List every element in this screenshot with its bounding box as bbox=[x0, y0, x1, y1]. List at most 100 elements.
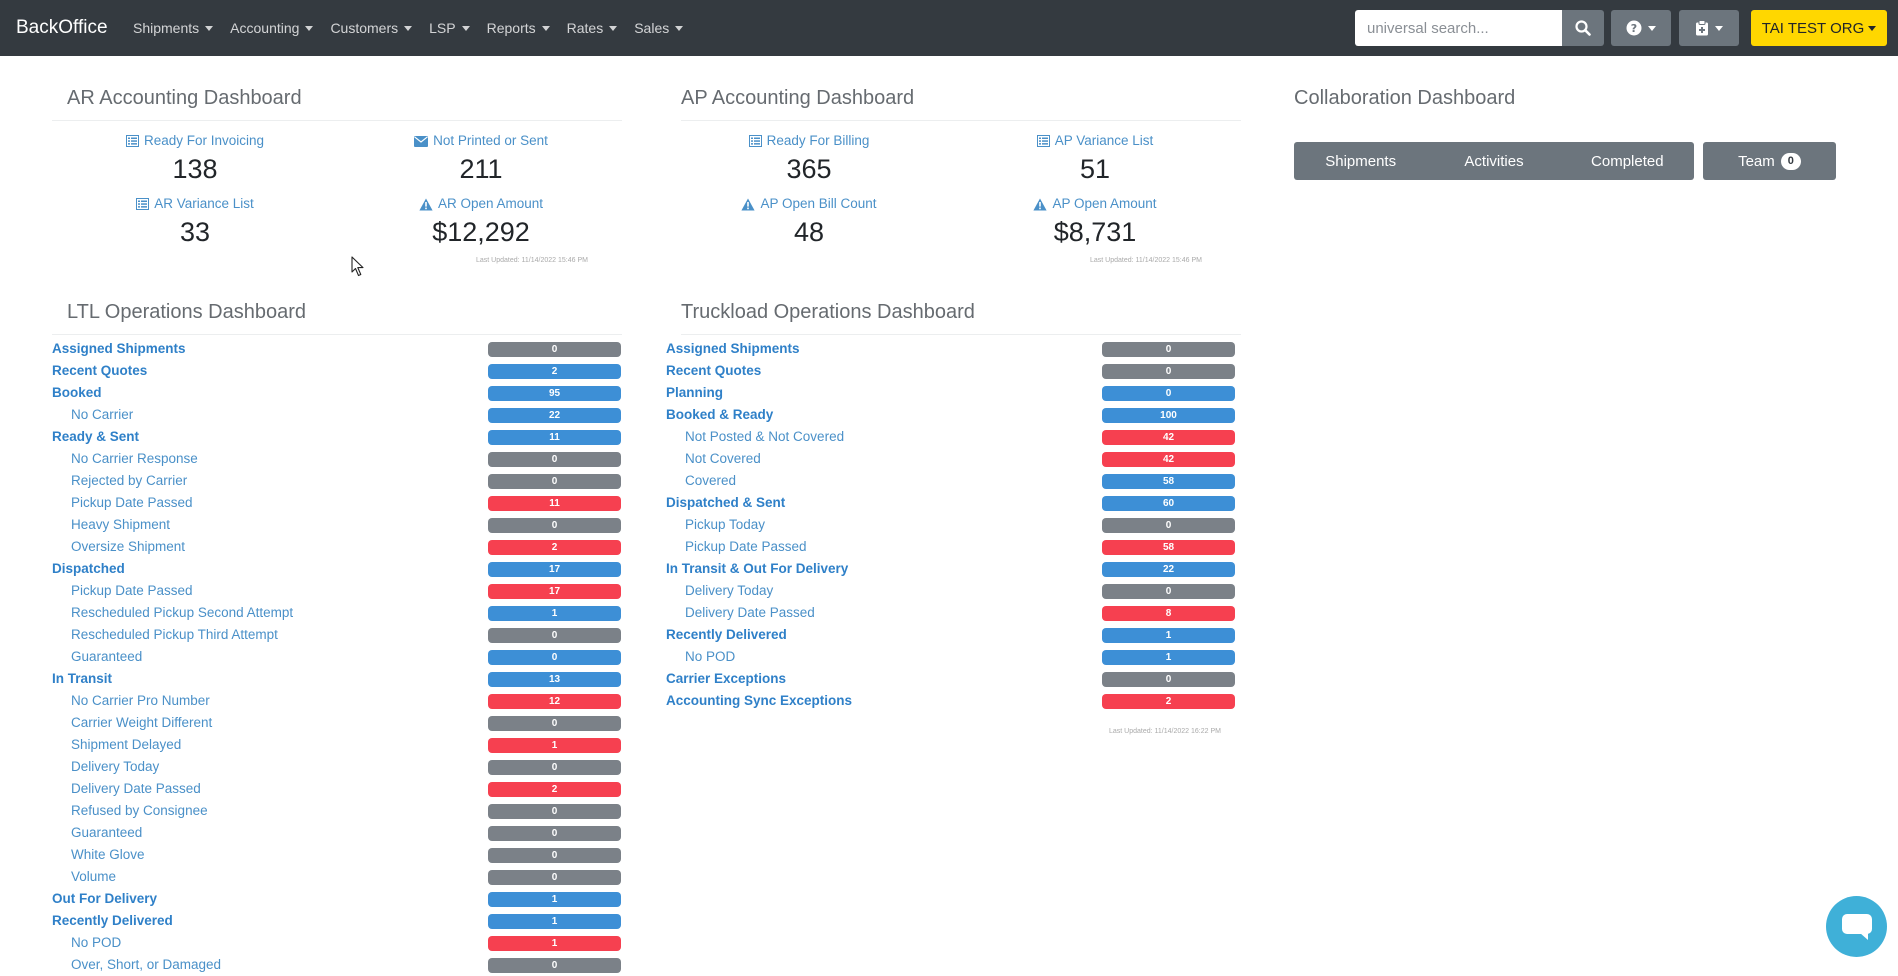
tl-row-count-badge[interactable]: 0 bbox=[1102, 584, 1235, 599]
ltl-row-label[interactable]: Rescheduled Pickup Third Attempt bbox=[71, 627, 278, 642]
menu-shipments[interactable]: Shipments bbox=[133, 19, 214, 37]
ltl-row-count-badge[interactable]: 2 bbox=[488, 540, 621, 555]
tl-row-count-badge[interactable]: 1 bbox=[1102, 628, 1235, 643]
chat-button[interactable] bbox=[1826, 896, 1887, 957]
ltl-row-label[interactable]: Out For Delivery bbox=[52, 891, 158, 906]
ltl-row-label[interactable]: No Carrier Pro Number bbox=[71, 693, 210, 708]
tl-row-label[interactable]: Covered bbox=[685, 473, 737, 488]
ltl-row-count-badge[interactable]: 1 bbox=[488, 606, 621, 621]
tl-row-label[interactable]: In Transit & Out For Delivery bbox=[666, 561, 849, 576]
ltl-row-label[interactable]: Assigned Shipments bbox=[52, 341, 186, 356]
tl-row-label[interactable]: No POD bbox=[685, 649, 736, 664]
tl-row-count-badge[interactable]: 58 bbox=[1102, 540, 1235, 555]
menu-accounting[interactable]: Accounting bbox=[230, 19, 314, 37]
menu-customers[interactable]: Customers bbox=[330, 19, 413, 37]
ltl-row-count-badge[interactable]: 0 bbox=[488, 716, 621, 731]
tl-row-count-badge[interactable]: 42 bbox=[1102, 452, 1235, 467]
help-dropdown-button[interactable]: ? bbox=[1611, 10, 1671, 46]
ap-variance-list-link[interactable]: AP Variance List bbox=[995, 133, 1195, 149]
tab-activities[interactable]: Activities bbox=[1464, 152, 1524, 170]
brand-logo[interactable]: BackOffice bbox=[16, 17, 108, 38]
tl-row-label[interactable]: Pickup Date Passed bbox=[685, 539, 807, 554]
tab-team[interactable]: Team 0 bbox=[1703, 142, 1836, 180]
ltl-row-label[interactable]: Recently Delivered bbox=[52, 913, 173, 928]
ltl-row-count-badge[interactable]: 0 bbox=[488, 826, 621, 841]
menu-lsp[interactable]: LSP bbox=[429, 19, 470, 37]
tl-row-count-badge[interactable]: 58 bbox=[1102, 474, 1235, 489]
ltl-row-count-badge[interactable]: 0 bbox=[488, 958, 621, 973]
clipboard-dropdown-button[interactable] bbox=[1679, 10, 1739, 46]
ltl-row-label[interactable]: Refused by Consignee bbox=[71, 803, 208, 818]
tl-row-label[interactable]: Pickup Today bbox=[685, 517, 766, 532]
ltl-row-label[interactable]: Rejected by Carrier bbox=[71, 473, 188, 488]
tl-row-count-badge[interactable]: 2 bbox=[1102, 694, 1235, 709]
ar-open-amount-link[interactable]: AR Open Amount bbox=[381, 196, 581, 212]
ltl-row-count-badge[interactable]: 11 bbox=[488, 496, 621, 511]
ltl-row-count-badge[interactable]: 0 bbox=[488, 342, 621, 357]
ltl-row-label[interactable]: Carrier Weight Different bbox=[71, 715, 213, 730]
tl-row-count-badge[interactable]: 0 bbox=[1102, 518, 1235, 533]
ltl-row-label[interactable]: Recent Quotes bbox=[52, 363, 148, 378]
ltl-row-label[interactable]: White Glove bbox=[71, 847, 145, 862]
ltl-row-count-badge[interactable]: 0 bbox=[488, 760, 621, 775]
tl-row-label[interactable]: Not Covered bbox=[685, 451, 761, 466]
tl-row-label[interactable]: Assigned Shipments bbox=[666, 341, 800, 356]
tl-row-count-badge[interactable]: 0 bbox=[1102, 342, 1235, 357]
ltl-row-count-badge[interactable]: 17 bbox=[488, 584, 621, 599]
ltl-row-label[interactable]: Ready & Sent bbox=[52, 429, 140, 444]
menu-rates[interactable]: Rates bbox=[567, 19, 618, 37]
tl-row-label[interactable]: Not Posted & Not Covered bbox=[685, 429, 845, 444]
ltl-row-label[interactable]: Volume bbox=[71, 869, 117, 884]
universal-search-input[interactable] bbox=[1355, 10, 1562, 46]
ap-ready-for-billing-link[interactable]: Ready For Billing bbox=[709, 133, 909, 149]
tl-row-count-badge[interactable]: 100 bbox=[1102, 408, 1235, 423]
ltl-row-count-badge[interactable]: 13 bbox=[488, 672, 621, 687]
tl-row-label[interactable]: Recent Quotes bbox=[666, 363, 762, 378]
tl-row-count-badge[interactable]: 0 bbox=[1102, 386, 1235, 401]
tl-row-count-badge[interactable]: 0 bbox=[1102, 672, 1235, 687]
tl-row-count-badge[interactable]: 60 bbox=[1102, 496, 1235, 511]
ltl-row-count-badge[interactable]: 22 bbox=[488, 408, 621, 423]
ltl-row-label[interactable]: Rescheduled Pickup Second Attempt bbox=[71, 605, 294, 620]
tl-row-label[interactable]: Delivery Date Passed bbox=[685, 605, 815, 620]
tl-row-count-badge[interactable]: 1 bbox=[1102, 650, 1235, 665]
tl-row-label[interactable]: Planning bbox=[666, 385, 723, 400]
tl-row-label[interactable]: Delivery Today bbox=[685, 583, 774, 598]
ltl-row-label[interactable]: Shipment Delayed bbox=[71, 737, 182, 752]
ltl-row-label[interactable]: Pickup Date Passed bbox=[71, 583, 193, 598]
ltl-row-label[interactable]: Delivery Today bbox=[71, 759, 160, 774]
ltl-row-label[interactable]: Booked bbox=[52, 385, 102, 400]
ltl-row-count-badge[interactable]: 0 bbox=[488, 848, 621, 863]
ltl-row-count-badge[interactable]: 1 bbox=[488, 914, 621, 929]
ltl-row-count-badge[interactable]: 0 bbox=[488, 474, 621, 489]
ltl-row-count-badge[interactable]: 0 bbox=[488, 870, 621, 885]
ltl-row-count-badge[interactable]: 0 bbox=[488, 518, 621, 533]
ltl-row-count-badge[interactable]: 95 bbox=[488, 386, 621, 401]
tl-row-label[interactable]: Accounting Sync Exceptions bbox=[666, 693, 853, 708]
ar-ready-for-invoicing-link[interactable]: Ready For Invoicing bbox=[95, 133, 295, 149]
tl-row-count-badge[interactable]: 22 bbox=[1102, 562, 1235, 577]
ltl-row-count-badge[interactable]: 1 bbox=[488, 892, 621, 907]
ltl-row-count-badge[interactable]: 2 bbox=[488, 782, 621, 797]
ltl-row-count-badge[interactable]: 0 bbox=[488, 650, 621, 665]
ltl-row-label[interactable]: Over, Short, or Damaged bbox=[71, 957, 222, 972]
ltl-row-count-badge[interactable]: 12 bbox=[488, 694, 621, 709]
tl-row-count-badge[interactable]: 42 bbox=[1102, 430, 1235, 445]
ltl-row-label[interactable]: No Carrier bbox=[71, 407, 134, 422]
search-button[interactable] bbox=[1562, 10, 1604, 46]
tl-row-label[interactable]: Recently Delivered bbox=[666, 627, 787, 642]
ltl-row-count-badge[interactable]: 17 bbox=[488, 562, 621, 577]
ltl-row-count-badge[interactable]: 0 bbox=[488, 804, 621, 819]
tl-row-count-badge[interactable]: 8 bbox=[1102, 606, 1235, 621]
ltl-row-label[interactable]: Dispatched bbox=[52, 561, 125, 576]
ltl-row-count-badge[interactable]: 1 bbox=[488, 738, 621, 753]
ltl-row-label[interactable]: Pickup Date Passed bbox=[71, 495, 193, 510]
ltl-row-label[interactable]: No Carrier Response bbox=[71, 451, 198, 466]
tl-row-label[interactable]: Dispatched & Sent bbox=[666, 495, 786, 510]
ltl-row-label[interactable]: No POD bbox=[71, 935, 122, 950]
ltl-row-label[interactable]: Guaranteed bbox=[71, 649, 143, 664]
ltl-row-label[interactable]: Heavy Shipment bbox=[71, 517, 171, 532]
ltl-row-count-badge[interactable]: 0 bbox=[488, 452, 621, 467]
ltl-row-label[interactable]: In Transit bbox=[52, 671, 113, 686]
ap-open-bill-count-link[interactable]: AP Open Bill Count bbox=[709, 196, 909, 212]
